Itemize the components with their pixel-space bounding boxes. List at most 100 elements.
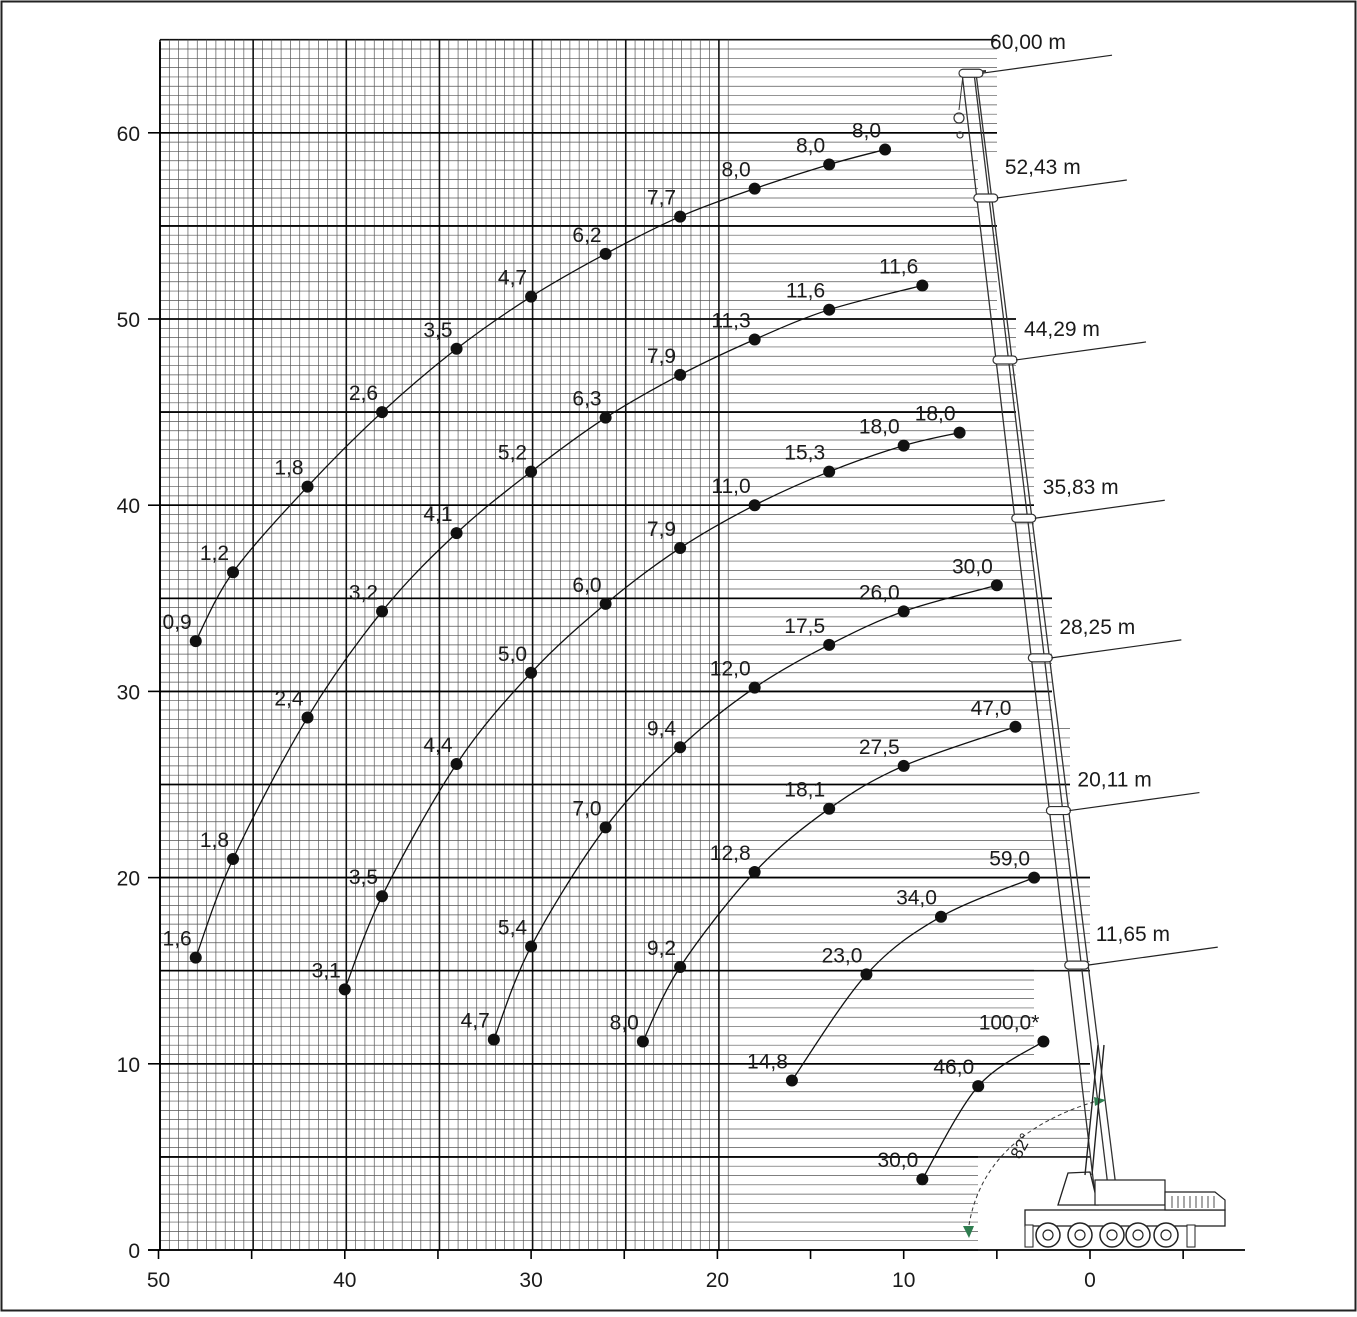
outrigger-right xyxy=(1186,1224,1196,1248)
data-label: 1,8 xyxy=(274,457,303,480)
data-label: 2,4 xyxy=(274,687,304,710)
data-point xyxy=(674,210,687,223)
wheel-hub xyxy=(1132,1229,1144,1241)
x-tick-label: 50 xyxy=(147,1269,170,1292)
data-point xyxy=(338,983,351,996)
data-label: 9,2 xyxy=(647,937,676,960)
angle-arrow-bottom xyxy=(963,1226,974,1238)
data-label: 7,7 xyxy=(647,187,676,210)
data-label: 14,8 xyxy=(747,1051,788,1074)
y-tick-label: 60 xyxy=(117,123,140,146)
data-label: 7,9 xyxy=(647,518,676,541)
data-label: 5,4 xyxy=(498,916,528,939)
data-point xyxy=(450,758,463,771)
data-label: 17,5 xyxy=(784,615,825,638)
wheel-hub xyxy=(1160,1229,1172,1241)
data-point xyxy=(860,968,873,981)
data-point xyxy=(1009,720,1022,733)
boom-leader-line xyxy=(1015,341,1147,361)
data-label: 6,3 xyxy=(572,388,601,411)
data-point xyxy=(599,247,612,260)
data-label: 59,0 xyxy=(989,848,1030,871)
data-point xyxy=(972,1080,985,1093)
data-point xyxy=(748,333,761,346)
data-label: 30,0 xyxy=(877,1149,918,1172)
luffing-cylinder xyxy=(1084,1044,1099,1176)
y-tick-label: 20 xyxy=(117,868,140,891)
data-label: 34,0 xyxy=(896,887,937,910)
data-label: 46,0 xyxy=(933,1056,974,1079)
x-tick-label: 0 xyxy=(1084,1269,1096,1292)
data-point xyxy=(525,666,538,679)
data-point xyxy=(450,527,463,540)
data-label: 11,0 xyxy=(711,475,750,498)
data-point xyxy=(897,605,910,618)
data-label: 5,0 xyxy=(498,643,527,666)
data-point xyxy=(934,910,947,923)
boom-leader-line xyxy=(1069,791,1200,812)
boom-length-label: 52,43 m xyxy=(1005,156,1081,179)
data-point xyxy=(990,579,1003,592)
hook-cable xyxy=(958,74,964,111)
boom-leader-line xyxy=(1087,946,1218,966)
data-label: 4,1 xyxy=(423,503,452,526)
hook-icon xyxy=(956,131,964,139)
data-label: 8,0 xyxy=(852,120,881,143)
data-point xyxy=(674,741,687,754)
data-point xyxy=(953,426,966,439)
data-label: 4,4 xyxy=(423,734,453,757)
boom-rail xyxy=(975,72,1118,1196)
series-group: 0,9 1,2 1,8 2,6 3,5 4,7 6,2 7,7 8,0 8,0 8,0 1,6 1,8 2… xyxy=(163,120,1050,1186)
data-point xyxy=(487,1033,500,1046)
y-tick-label: 30 xyxy=(117,681,140,704)
data-label: 3,2 xyxy=(349,581,378,604)
boom-joint xyxy=(1011,513,1037,523)
data-point xyxy=(674,368,687,381)
data-label: 30,0 xyxy=(952,555,993,578)
data-label: 23,0 xyxy=(822,944,863,967)
y-tick-label: 0 xyxy=(128,1240,140,1263)
data-label: 8,0 xyxy=(721,159,750,182)
x-tick-label: 30 xyxy=(519,1269,542,1292)
data-point xyxy=(599,411,612,424)
boom-joint xyxy=(1045,805,1072,816)
driver-cab xyxy=(1164,1191,1226,1211)
luffing-cylinder xyxy=(1091,1044,1105,1176)
data-point xyxy=(879,143,892,156)
boom-rail xyxy=(961,72,1096,1196)
data-point xyxy=(748,866,761,879)
data-point xyxy=(748,681,761,694)
data-point xyxy=(916,1173,929,1186)
boom-joint xyxy=(1027,653,1053,663)
data-label: 11,6 xyxy=(786,280,825,303)
data-label: 7,0 xyxy=(572,797,601,820)
data-point xyxy=(525,940,538,953)
data-point xyxy=(823,465,836,478)
data-point xyxy=(897,759,910,772)
data-point xyxy=(785,1074,798,1087)
data-point xyxy=(897,439,910,452)
boom-leader-line xyxy=(981,54,1113,74)
data-point xyxy=(823,802,836,815)
data-point xyxy=(376,890,389,903)
data-label: 6,2 xyxy=(572,224,601,247)
boom-rail xyxy=(973,72,1110,1196)
superstructure xyxy=(1094,1179,1166,1206)
data-label: 1,6 xyxy=(163,928,192,951)
data-label: 27,5 xyxy=(859,736,900,759)
data-label: 11,6 xyxy=(879,255,918,278)
data-label: 2,6 xyxy=(349,382,378,405)
data-label: 0,9 xyxy=(163,611,192,634)
data-label: 4,7 xyxy=(461,1010,490,1033)
crane-icon xyxy=(1024,1044,1226,1248)
data-label: 5,2 xyxy=(498,442,527,465)
data-point xyxy=(823,303,836,316)
boom-length-label: 60,00 m xyxy=(990,31,1066,54)
data-label: 3,1 xyxy=(312,959,341,982)
data-label: 12,8 xyxy=(710,842,751,865)
data-label: 4,7 xyxy=(498,267,527,290)
data-point xyxy=(301,480,314,493)
series-line-5 xyxy=(642,726,1016,1042)
